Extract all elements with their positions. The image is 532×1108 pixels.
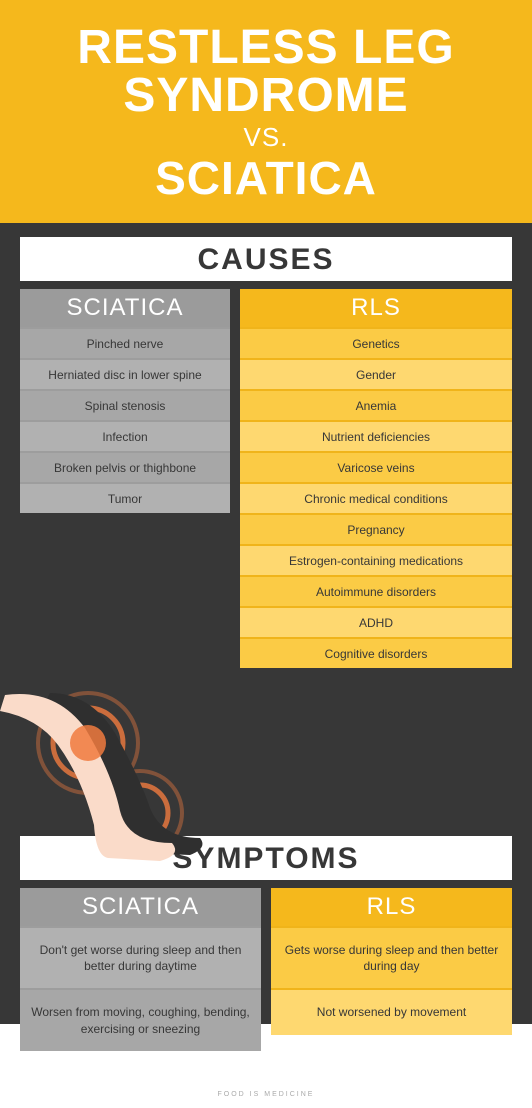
list-item: Genetics bbox=[240, 327, 512, 358]
list-item: Gets worse during sleep and then better … bbox=[271, 926, 512, 988]
list-item: Chronic medical conditions bbox=[240, 482, 512, 513]
spacer bbox=[20, 668, 512, 686]
list-item: Varicose veins bbox=[240, 451, 512, 482]
list-item: Don't get worse during sleep and then be… bbox=[20, 926, 261, 988]
title-line1: RESTLESS LEG SYNDROME bbox=[12, 24, 520, 120]
list-item: Estrogen-containing medications bbox=[240, 544, 512, 575]
list-item: Worsen from moving, coughing, bending, e… bbox=[20, 988, 261, 1050]
list-item: ADHD bbox=[240, 606, 512, 637]
list-item: Pregnancy bbox=[240, 513, 512, 544]
list-item: Tumor bbox=[20, 482, 230, 513]
causes-sciatica-col: SCIATICA Pinched nerveHerniated disc in … bbox=[20, 289, 230, 668]
symptoms-columns: SCIATICA Don't get worse during sleep an… bbox=[20, 888, 512, 1051]
header: RESTLESS LEG SYNDROME VS. SCIATICA bbox=[0, 0, 532, 223]
symptoms-sciatica-head: SCIATICA bbox=[20, 888, 261, 926]
infographic-root: RESTLESS LEG SYNDROME VS. SCIATICA CAUSE… bbox=[0, 0, 532, 1024]
list-item: Autoimmune disorders bbox=[240, 575, 512, 606]
list-item: Spinal stenosis bbox=[20, 389, 230, 420]
list-item: Pinched nerve bbox=[20, 327, 230, 358]
symptoms-rls-head: RLS bbox=[271, 888, 512, 926]
list-item: Nutrient deficiencies bbox=[240, 420, 512, 451]
list-item: Broken pelvis or thighbone bbox=[20, 451, 230, 482]
symptoms-sciatica-col: SCIATICA Don't get worse during sleep an… bbox=[20, 888, 261, 1051]
symptoms-title: SYMPTOMS bbox=[20, 836, 512, 880]
footer: Dr. Axe FOOD IS MEDICINE bbox=[0, 1057, 532, 1108]
footer-sub: FOOD IS MEDICINE bbox=[0, 1091, 532, 1098]
list-item: Gender bbox=[240, 358, 512, 389]
body: CAUSES SCIATICA Pinched nerveHerniated d… bbox=[0, 223, 532, 1057]
causes-columns: SCIATICA Pinched nerveHerniated disc in … bbox=[20, 289, 512, 668]
causes-sciatica-head: SCIATICA bbox=[20, 289, 230, 327]
title-vs: VS. bbox=[12, 122, 520, 153]
title-line2: SCIATICA bbox=[12, 155, 520, 201]
list-item: Cognitive disorders bbox=[240, 637, 512, 668]
causes-rls-head: RLS bbox=[240, 289, 512, 327]
list-item: Infection bbox=[20, 420, 230, 451]
list-item: Herniated disc in lower spine bbox=[20, 358, 230, 389]
list-item: Not worsened by movement bbox=[271, 988, 512, 1034]
causes-title: CAUSES bbox=[20, 237, 512, 281]
symptoms-rls-col: RLS Gets worse during sleep and then bet… bbox=[271, 888, 512, 1051]
list-item: Anemia bbox=[240, 389, 512, 420]
causes-rls-col: RLS GeneticsGenderAnemiaNutrient deficie… bbox=[240, 289, 512, 668]
footer-brand: Dr. Axe bbox=[0, 1065, 532, 1091]
